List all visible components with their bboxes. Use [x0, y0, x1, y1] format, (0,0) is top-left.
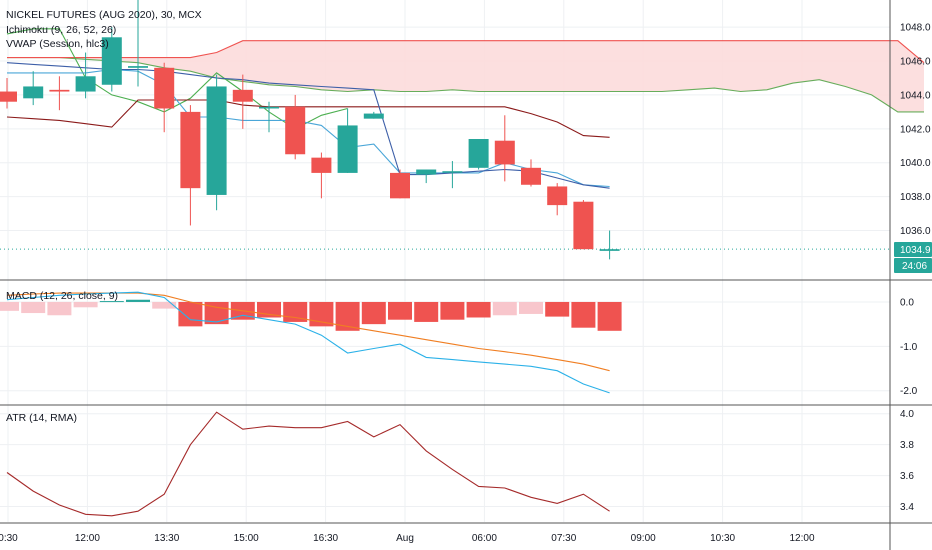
price-y-tick-label: 1046.0: [900, 57, 931, 68]
candle-body: [494, 140, 515, 165]
ichimoku-cloud: [7, 40, 924, 112]
x-tick-label: 13:30: [154, 533, 179, 544]
candle-body: [311, 157, 332, 173]
candle-body: [442, 171, 463, 173]
atr-line: [6, 411, 610, 517]
macd-histogram-bar: [73, 301, 98, 308]
price-y-tick-label: 1040.0: [900, 158, 931, 169]
chart-title: NICKEL FUTURES (AUG 2020), 30, MCX: [6, 9, 202, 21]
macd-histogram-bar: [519, 301, 543, 314]
macd-histogram-bar: [597, 301, 622, 331]
candle-body: [390, 172, 410, 199]
candle-body: [75, 76, 96, 92]
base-line: [6, 99, 610, 138]
macd-histogram-bar: [47, 301, 72, 316]
atr-y-tick-label: 4.0: [900, 409, 914, 420]
macd-histogram-bar: [178, 301, 203, 327]
macd-histogram-bar: [414, 301, 439, 322]
macd-histogram-bar: [440, 301, 465, 320]
leading-span-a-line: [7, 57, 924, 113]
last-price-badge-bg: [894, 242, 932, 257]
candle-body: [599, 249, 620, 251]
macd-y-tick-label: -2.0: [900, 386, 918, 397]
atr-y-tick-label: 3.6: [900, 471, 914, 482]
ichimoku-label: Ichimoku (9, 26, 52, 26): [6, 24, 116, 36]
price-y-tick-label: 1038.0: [900, 192, 931, 203]
macd-histogram-bar: [21, 301, 46, 314]
candle-body: [0, 91, 17, 102]
atr-y-tick-label: 3.4: [900, 502, 914, 513]
macd-y-tick-label: 0.0: [900, 297, 914, 308]
bar-countdown: 24:06: [902, 261, 927, 272]
candle-body: [206, 86, 227, 195]
vwap-label: VWAP (Session, hlc3): [6, 38, 109, 50]
tick-labels: 0:30 12:00 13:30 15:00 16:30 Aug 06:00 07:30 09:…: [0, 23, 931, 544]
candle-body: [232, 89, 253, 102]
x-tick-label: 12:00: [789, 533, 814, 544]
candlestick-series: [0, 0, 620, 260]
macd-pane: [0, 291, 622, 394]
macd-histogram-bar: [545, 301, 570, 317]
atr-pane: [6, 411, 610, 517]
countdown-badge-bg: [894, 258, 932, 273]
candle-body: [363, 113, 384, 119]
candle-body: [337, 125, 358, 173]
x-tick-label: 12:00: [75, 533, 100, 544]
x-tick-label: 0:30: [0, 533, 18, 544]
macd-histogram-bar: [388, 301, 412, 320]
macd-histogram-bar: [309, 301, 334, 327]
macd-histogram-bar: [126, 299, 150, 302]
leading-span-b-line: [7, 40, 925, 64]
candle-body: [180, 111, 201, 189]
candle-body: [101, 37, 122, 85]
last-price-badge: 1034.9 24:06: [894, 242, 932, 273]
atr-y-tick-label: 3.8: [900, 440, 914, 451]
x-tick-label: 16:30: [313, 533, 338, 544]
candle-body: [23, 86, 44, 99]
x-tick-label: 06:00: [472, 533, 497, 544]
price-y-tick-label: 1044.0: [900, 90, 931, 101]
macd-histogram-bar: [361, 301, 386, 325]
x-tick-label: 09:00: [631, 533, 656, 544]
candle-body: [468, 139, 489, 168]
macd-label: MACD (12, 26, close, 9): [6, 290, 118, 302]
macd-histogram-bar: [0, 301, 19, 311]
macd-histogram-bar: [492, 301, 517, 316]
x-tick-label: 10:30: [710, 533, 735, 544]
candle-body: [259, 106, 279, 109]
macd-histogram-bar: [466, 301, 491, 318]
kumo-cloud-fill: [7, 40, 924, 112]
macd-histogram-bar: [571, 301, 596, 328]
candle-body: [285, 106, 306, 155]
price-y-tick-label: 1042.0: [900, 124, 931, 135]
candle-body: [128, 66, 148, 68]
candle-body: [49, 89, 70, 92]
candle-body: [416, 169, 437, 175]
price-y-tick-label: 1048.0: [900, 23, 931, 34]
macd-histogram-bar: [152, 301, 177, 309]
candle-body: [573, 201, 594, 250]
macd-histogram-bar: [204, 301, 229, 325]
last-price-value: 1034.9: [900, 245, 931, 256]
macd-y-tick-label: -1.0: [900, 342, 918, 353]
x-tick-label: Aug: [396, 533, 414, 544]
candle-body: [547, 186, 568, 206]
candle-body: [521, 167, 541, 185]
macd-histogram-bar: [99, 301, 124, 303]
macd-line: [6, 291, 610, 394]
atr-label: ATR (14, RMA): [6, 412, 77, 424]
x-tick-label: 07:30: [551, 533, 576, 544]
x-tick-label: 15:00: [234, 533, 259, 544]
price-y-tick-label: 1036.0: [900, 226, 931, 237]
candle-body: [154, 67, 175, 109]
